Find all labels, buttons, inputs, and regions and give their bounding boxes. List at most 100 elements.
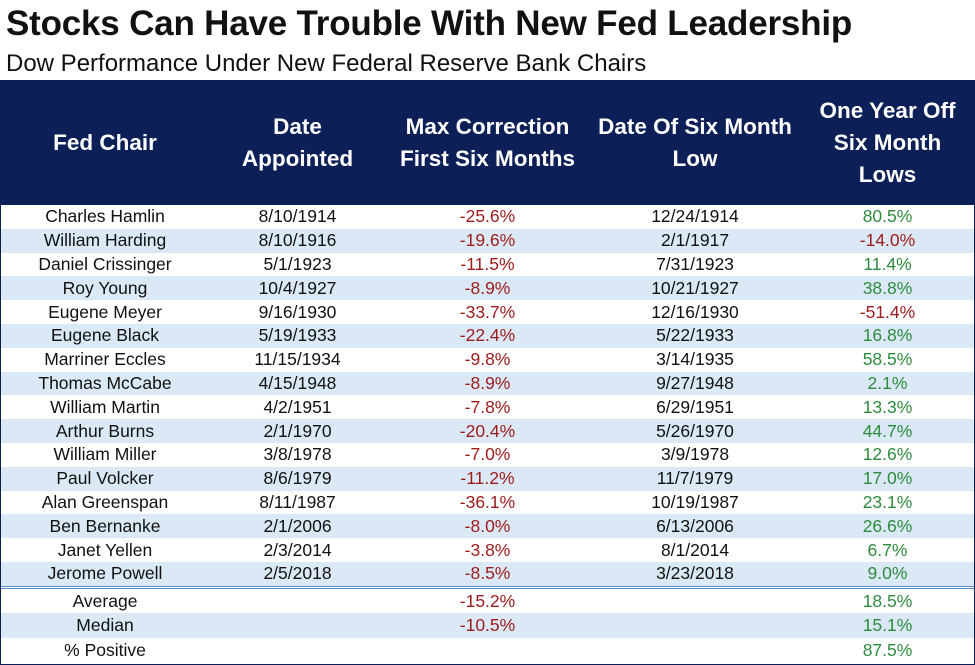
table-row: Thomas McCabe 4/15/1948 -8.9% 9/27/1948 2.1% [0,371,975,396]
date-appointed-cell: 5/1/1923 [263,253,332,274]
fed-chair-cell: William Harding [0,228,210,253]
max-correction-cell: -3.8% [464,539,511,560]
table-row: Charles Hamlin 8/10/1914 -25.6% 12/24/1914 8… [0,205,975,229]
max-correction-cell: -20.4% [385,419,590,443]
date-appointed-cell: 2/5/2018 [210,561,385,589]
chart-subtitle: Dow Performance Under New Federal Reserv… [6,50,647,77]
table-row: Janet Yellen 2/3/2014 -3.8% 8/1/2014 6.7% [0,538,975,562]
fed-chair-cell: % Positive [0,637,210,663]
table-row: Jerome Powell 2/5/2018 -8.5% 3/23/2018 9.0% [0,561,975,589]
chart-title: Stocks Can Have Trouble With New Fed Lea… [6,4,853,43]
column-header-date-appointed: Date Appointed [210,80,385,205]
fed-chair-cell: Roy Young [0,276,210,301]
six-month-low-date-cell: 3/14/1935 [656,349,734,370]
date-appointed-cell: 2/1/1970 [210,419,385,443]
summary-row: % Positive 87.5% [0,637,975,663]
date-appointed-cell: 11/15/1934 [254,349,341,370]
table-body: Charles Hamlin 8/10/1914 -25.6% 12/24/1914 8… [0,205,975,589]
one-year-return-cell: 9.0% [800,561,975,589]
max-correction-cell: -7.0% [464,444,511,465]
one-year-return-cell: 58.5% [862,349,913,370]
table-row: Paul Volcker 8/6/1979 -11.2% 11/7/1979 17.0% [0,466,975,491]
one-year-return-cell: -51.4% [859,301,916,322]
fed-chair-cell: Eugene Meyer [48,301,162,322]
one-year-return-cell: 13.3% [862,396,913,417]
six-month-low-date-cell: 2/1/1917 [590,228,800,253]
table-row: Eugene Black 5/19/1933 -22.4% 5/22/1933 16.8… [0,323,975,348]
max-correction-cell: -25.6% [459,206,516,227]
six-month-low-date-cell: 3/23/2018 [590,561,800,589]
six-month-low-date-cell: 7/31/1923 [656,253,734,274]
table-row: Arthur Burns 2/1/1970 -20.4% 5/26/1970 44.7% [0,419,975,443]
fed-chair-cell: Median [0,613,210,638]
six-month-low-date-cell: 12/24/1914 [651,206,739,227]
six-month-low-date-cell: 3/9/1978 [660,444,730,465]
date-appointed-cell: 8/6/1979 [210,466,385,491]
six-month-low-date-cell: 10/21/1927 [590,276,800,301]
one-year-return-cell: 87.5% [800,637,975,663]
max-correction-cell: -7.8% [464,396,511,417]
one-year-return-cell: 44.7% [800,419,975,443]
one-year-return-cell: 15.1% [800,613,975,638]
one-year-return-cell: 16.8% [800,323,975,348]
max-correction-cell: -8.9% [385,371,590,396]
table-row: Marriner Eccles 11/15/1934 -9.8% 3/14/1935 5… [0,348,975,372]
one-year-return-cell: 2.1% [800,371,975,396]
one-year-return-cell: 11.4% [863,253,912,274]
date-appointed-cell: 8/11/1987 [259,491,336,512]
date-appointed-cell [210,613,385,638]
max-correction-cell: -8.0% [385,514,590,539]
one-year-return-cell: 26.6% [800,514,975,539]
max-correction-cell: -19.6% [385,228,590,253]
fed-chair-cell: Average [0,587,210,614]
table-row: William Martin 4/2/1951 -7.8% 6/29/1951 13.3… [0,395,975,419]
fed-chair-cell: Marriner Eccles [44,349,166,370]
table-row: Eugene Meyer 9/16/1930 -33.7% 12/16/1930 -51… [0,300,975,324]
fed-chair-cell: Ben Bernanke [0,514,210,539]
one-year-return-cell: 38.8% [800,276,975,301]
six-month-low-date-cell: 8/1/2014 [660,539,730,560]
header-row: Fed Chair Date Appointed Max Correction … [0,80,975,205]
one-year-return-cell: 12.6% [862,444,913,465]
date-appointed-cell: 8/10/1914 [258,206,337,227]
table-row: William Harding 8/10/1916 -19.6% 2/1/1917 -1… [0,228,975,253]
six-month-low-date-cell [590,637,800,663]
table-header: Fed Chair Date Appointed Max Correction … [0,80,975,205]
date-appointed-cell: 10/4/1927 [210,276,385,301]
date-appointed-cell: 8/10/1916 [210,228,385,253]
one-year-return-cell: 80.5% [862,206,913,227]
fed-chair-cell: Daniel Crissinger [38,253,172,274]
date-appointed-cell: 2/3/2014 [263,539,332,560]
max-correction-cell: -8.5% [385,561,590,589]
summary-row: Median -10.5% 15.1% [0,613,975,638]
date-appointed-cell: 4/2/1951 [263,396,332,417]
date-appointed-cell: 9/16/1930 [258,301,337,322]
one-year-return-cell: 23.1% [862,491,913,512]
date-appointed-cell: 4/15/1948 [210,371,385,396]
one-year-return-cell: -14.0% [800,228,975,253]
column-header-fed-chair: Fed Chair [0,80,210,205]
date-appointed-cell: 2/1/2006 [210,514,385,539]
six-month-low-date-cell [590,587,800,614]
table-row: Ben Bernanke 2/1/2006 -8.0% 6/13/2006 26.6% [0,514,975,539]
date-appointed-cell [210,637,385,663]
date-appointed-cell: 5/19/1933 [210,323,385,348]
column-header-max-correction: Max Correction First Six Months [385,80,590,205]
date-appointed-cell: 3/8/1978 [263,444,332,465]
fed-chair-cell: Thomas McCabe [0,371,210,396]
fed-chair-cell: Paul Volcker [0,466,210,491]
six-month-low-date-cell [590,613,800,638]
max-correction-cell: -11.5% [460,253,515,274]
six-month-low-date-cell: 5/26/1970 [590,419,800,443]
fed-chair-cell: Charles Hamlin [45,206,165,227]
six-month-low-date-cell: 12/16/1930 [651,301,739,322]
one-year-return-cell: 18.5% [800,587,975,614]
max-correction-cell: -9.8% [464,349,511,370]
max-correction-cell: -8.9% [385,276,590,301]
column-header-six-month-low-date: Date Of Six Month Low [590,80,800,205]
six-month-low-date-cell: 6/13/2006 [590,514,800,539]
fed-chair-table: Fed Chair Date Appointed Max Correction … [0,80,975,663]
column-header-one-year-return: One Year Off Six Month Lows [800,80,975,205]
fed-chair-cell: Arthur Burns [0,419,210,443]
six-month-low-date-cell: 5/22/1933 [590,323,800,348]
